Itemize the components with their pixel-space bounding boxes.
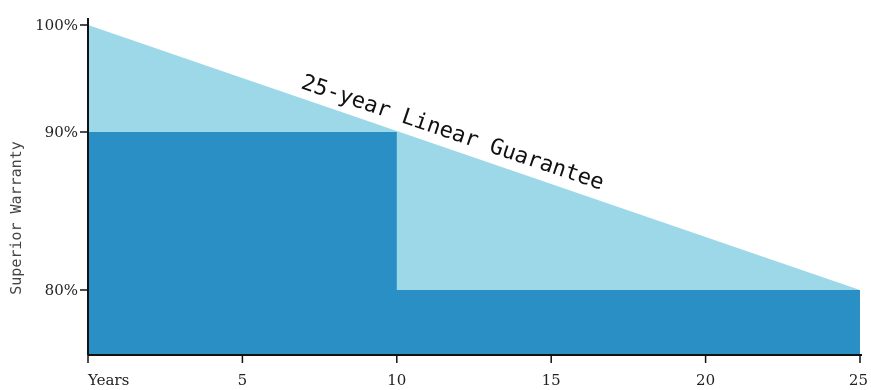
y-tick-label: 100%	[35, 16, 78, 34]
y-axis-title: Superior Warranty	[7, 141, 25, 295]
x-tick-label: Years	[87, 371, 129, 389]
y-tick-label: 90%	[45, 123, 78, 141]
axes	[80, 18, 862, 363]
x-tick-label: 15	[542, 371, 561, 389]
stepped-warranty-area	[88, 132, 860, 355]
x-tick-label: 20	[696, 371, 715, 389]
x-tick-label: 25	[849, 371, 868, 389]
x-tick-label: 5	[238, 371, 248, 389]
plot-area	[88, 25, 860, 355]
x-tick-label: 10	[387, 371, 406, 389]
y-tick-label: 80%	[45, 281, 78, 299]
